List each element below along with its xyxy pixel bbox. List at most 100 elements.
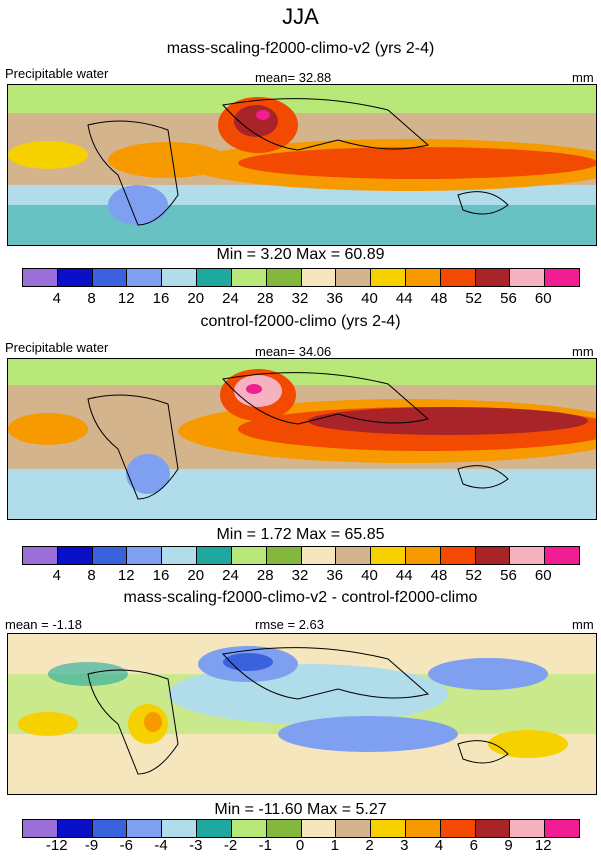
colorbar-swatch xyxy=(405,269,441,286)
panel-3-mean-label: mean = -1.18 xyxy=(5,617,82,632)
tick-label: 60 xyxy=(534,567,552,584)
colorbar-swatch xyxy=(510,547,546,564)
colorbar-swatch xyxy=(92,820,128,837)
tick-label: 8 xyxy=(87,290,96,307)
colorbar-swatch xyxy=(127,269,163,286)
colorbar-swatch xyxy=(301,269,337,286)
tick-label: 24 xyxy=(222,290,239,307)
panel-3-title: mass-scaling-f2000-climo-v2 - control-f2… xyxy=(123,589,478,606)
panel-2-title: control-f2000-climo (yrs 2-4) xyxy=(200,313,401,330)
colorbar-swatch xyxy=(57,820,93,837)
panel-2-unit-label: mm xyxy=(572,344,594,359)
tick-label: 24 xyxy=(222,567,239,584)
panel-2-colorbar xyxy=(22,546,580,565)
tick-label: -4 xyxy=(154,837,168,854)
colorbar-swatch xyxy=(336,269,372,286)
colorbar-swatch xyxy=(371,547,406,564)
colorbar-swatch xyxy=(23,269,58,286)
panel-1-map xyxy=(7,84,597,246)
colorbar-swatch xyxy=(162,269,198,286)
colorbar-swatch xyxy=(231,547,267,564)
colorbar-swatch xyxy=(162,547,198,564)
tick-label: 52 xyxy=(465,567,483,584)
colorbar-swatch xyxy=(440,547,476,564)
colorbar-swatch xyxy=(371,820,406,837)
colorbar-swatch xyxy=(23,547,58,564)
colorbar-swatch xyxy=(231,269,267,286)
panel-1-variable-label: Precipitable water xyxy=(5,66,109,81)
colorbar-swatch xyxy=(440,269,476,286)
tick-label: 28 xyxy=(256,290,274,307)
tick-label: 12 xyxy=(117,290,135,307)
tick-label: -12 xyxy=(45,837,68,854)
tick-label: 52 xyxy=(465,290,483,307)
colorbar-swatch xyxy=(440,820,476,837)
panel-2-mean-label: mean= 34.06 xyxy=(255,344,332,359)
tick-label: 0 xyxy=(295,837,305,854)
panel-1-unit-label: mm xyxy=(572,70,594,85)
colorbar-swatch xyxy=(545,820,579,837)
colorbar-swatch xyxy=(475,820,511,837)
panel-3-map xyxy=(7,633,597,795)
colorbar-swatch xyxy=(475,269,511,286)
tick-label: 44 xyxy=(395,567,413,584)
tick-label: 16 xyxy=(152,567,170,584)
colorbar-swatch xyxy=(92,269,128,286)
tick-label: 3 xyxy=(400,837,409,854)
panel-2-map xyxy=(7,358,597,520)
colorbar-swatch xyxy=(92,547,128,564)
tick-label: 28 xyxy=(256,567,274,584)
tick-label: -6 xyxy=(119,837,133,854)
colorbar-swatch xyxy=(301,820,337,837)
panel-1-colorbar xyxy=(22,268,580,287)
tick-label: 60 xyxy=(534,290,552,307)
tick-label: 20 xyxy=(187,567,205,584)
colorbar-swatch xyxy=(545,269,579,286)
colorbar-swatch xyxy=(510,269,546,286)
tick-label: 36 xyxy=(326,567,344,584)
tick-label: 40 xyxy=(361,567,378,584)
colorbar-swatch xyxy=(510,820,546,837)
tick-label: 4 xyxy=(52,290,61,307)
tick-label: -1 xyxy=(258,837,272,854)
colorbar-swatch xyxy=(266,269,302,286)
panel-3-unit-label: mm xyxy=(572,617,594,632)
colorbar-swatch xyxy=(371,269,406,286)
panel-3-colorbar xyxy=(22,819,580,838)
tick-label: 32 xyxy=(291,290,309,307)
colorbar-swatch xyxy=(301,547,337,564)
tick-label: -9 xyxy=(84,837,99,854)
tick-label: 48 xyxy=(430,567,448,584)
colorbar-swatch xyxy=(266,820,302,837)
colorbar-swatch xyxy=(545,547,579,564)
tick-label: 56 xyxy=(500,567,517,584)
colorbar-swatch xyxy=(57,269,93,286)
tick-label: -3 xyxy=(189,837,203,854)
colorbar-swatch xyxy=(336,820,372,837)
colorbar-swatch xyxy=(266,547,302,564)
colorbar-swatch xyxy=(127,547,163,564)
tick-label: 12 xyxy=(117,567,135,584)
tick-label: 12 xyxy=(534,837,552,854)
colorbar-swatch xyxy=(23,820,58,837)
panel-3-colorbar-ticks: -12 -9 -6 -4 -3 -2 -1 0 1 2 3 4 6 9 12 xyxy=(22,837,578,855)
tick-label: 9 xyxy=(504,837,513,854)
colorbar-swatch xyxy=(197,269,232,286)
tick-label: 36 xyxy=(326,290,344,307)
colorbar-swatch xyxy=(57,547,93,564)
tick-label: 16 xyxy=(152,290,170,307)
panel-1-min-max: Min = 3.20 Max = 60.89 xyxy=(216,246,385,263)
tick-label: 2 xyxy=(365,837,374,854)
tick-label: 44 xyxy=(395,290,413,307)
panel-1-mean-label: mean= 32.88 xyxy=(255,70,332,85)
tick-label: 20 xyxy=(187,290,205,307)
tick-label: 4 xyxy=(52,567,61,584)
colorbar-swatch xyxy=(405,820,441,837)
tick-label: 48 xyxy=(430,290,448,307)
tick-label: 40 xyxy=(361,290,378,307)
colorbar-swatch xyxy=(197,547,232,564)
colorbar-swatch xyxy=(336,547,372,564)
colorbar-swatch xyxy=(127,820,163,837)
tick-label: 8 xyxy=(87,567,96,584)
colorbar-swatch xyxy=(231,820,267,837)
